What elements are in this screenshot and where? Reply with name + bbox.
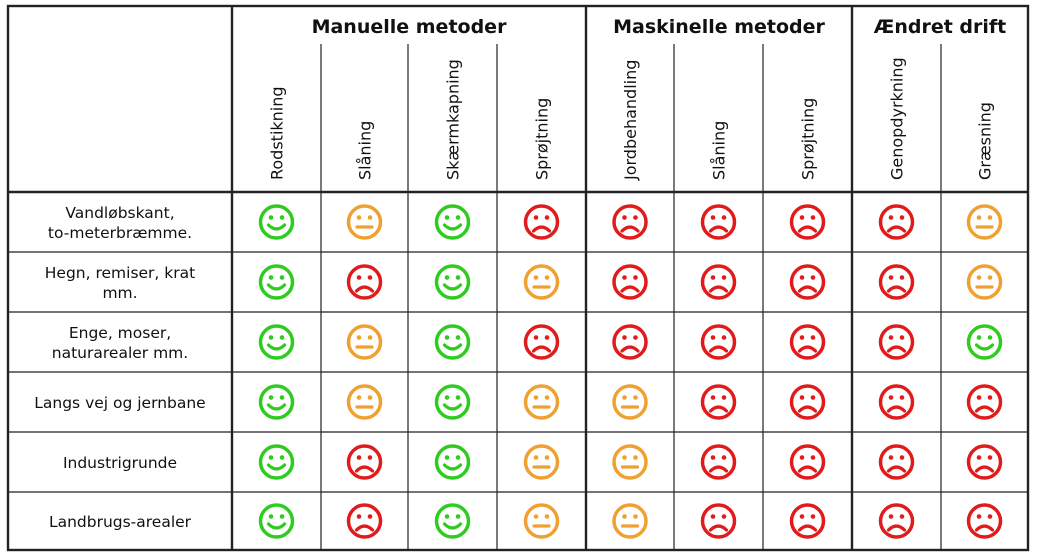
method-label: Rodstikning [268, 86, 287, 180]
smiley-sad-icon [966, 503, 1003, 539]
smiley-happy-icon [258, 204, 295, 240]
smiley-neutral-icon [523, 264, 560, 300]
smiley-sad-icon [878, 264, 915, 300]
smiley-sad-icon [878, 444, 915, 480]
row-label: Langs vej og jernbane [34, 394, 205, 412]
smiley-sad-icon [700, 503, 737, 539]
smiley-neutral-icon [346, 204, 383, 240]
smiley-sad-icon [346, 264, 383, 300]
smiley-sad-icon [612, 204, 648, 240]
smiley-sad-icon [789, 324, 826, 360]
smiley-sad-icon [789, 444, 826, 480]
method-label: Sprøjtning [533, 98, 552, 180]
row-label: Industrigrunde [63, 454, 177, 472]
smiley-neutral-icon [523, 503, 560, 539]
row-label: Hegn, remiser, krat mm. [45, 264, 195, 302]
smiley-sad-icon [700, 384, 737, 420]
smiley-neutral-icon [612, 444, 648, 480]
group-title: Ændret drift [874, 16, 1007, 38]
smiley-happy-icon [258, 324, 295, 360]
smiley-neutral-icon [966, 204, 1003, 240]
method-label: Slåning [710, 121, 729, 180]
smiley-happy-icon [258, 444, 295, 480]
row-label: Vandløbskant, to-meterbræmme. [48, 204, 192, 242]
smiley-sad-icon [612, 324, 648, 360]
smiley-happy-icon [434, 444, 471, 480]
smiley-happy-icon [966, 324, 1003, 360]
smiley-sad-icon [878, 204, 915, 240]
smiley-sad-icon [700, 324, 737, 360]
group-title: Manuelle metoder [312, 16, 508, 38]
smiley-sad-icon [523, 204, 560, 240]
smiley-sad-icon [789, 264, 826, 300]
smiley-happy-icon [434, 204, 471, 240]
smiley-happy-icon [434, 324, 471, 360]
method-label: Slåning [356, 121, 375, 180]
row-label: Enge, moser, naturarealer mm. [52, 324, 188, 362]
smiley-neutral-icon [523, 384, 560, 420]
smiley-sad-icon [878, 384, 915, 420]
method-label: Sprøjtning [799, 98, 818, 180]
smiley-neutral-icon [346, 324, 383, 360]
smiley-happy-icon [434, 264, 471, 300]
smiley-neutral-icon [966, 264, 1003, 300]
group-title: Maskinelle metoder [613, 16, 825, 38]
smiley-happy-icon [258, 384, 295, 420]
smiley-happy-icon [258, 503, 295, 539]
smiley-sad-icon [789, 503, 826, 539]
smiley-sad-icon [966, 444, 1003, 480]
method-label: Skærmkapning [444, 59, 463, 180]
smiley-happy-icon [434, 503, 471, 539]
smiley-sad-icon [789, 204, 826, 240]
smiley-neutral-icon [612, 384, 648, 420]
smiley-sad-icon [878, 324, 915, 360]
smiley-happy-icon [258, 264, 295, 300]
smiley-sad-icon [700, 444, 737, 480]
method-label: Græsning [976, 102, 995, 180]
smiley-neutral-icon [612, 503, 648, 539]
smiley-sad-icon [346, 444, 383, 480]
method-label: Genopdyrkning [888, 57, 907, 180]
smiley-neutral-icon [346, 384, 383, 420]
smiley-sad-icon [789, 384, 826, 420]
smiley-happy-icon [434, 384, 471, 420]
smiley-sad-icon [878, 503, 915, 539]
smiley-neutral-icon [523, 444, 560, 480]
smiley-sad-icon [700, 204, 737, 240]
table-border [6, 4, 1030, 552]
row-label: Landbrugs-arealer [49, 513, 192, 531]
smiley-sad-icon [346, 503, 383, 539]
method-label: Jordbehandling [621, 60, 640, 181]
smiley-sad-icon [523, 324, 560, 360]
smiley-sad-icon [966, 384, 1003, 420]
smiley-sad-icon [700, 264, 737, 300]
smiley-sad-icon [612, 264, 648, 300]
